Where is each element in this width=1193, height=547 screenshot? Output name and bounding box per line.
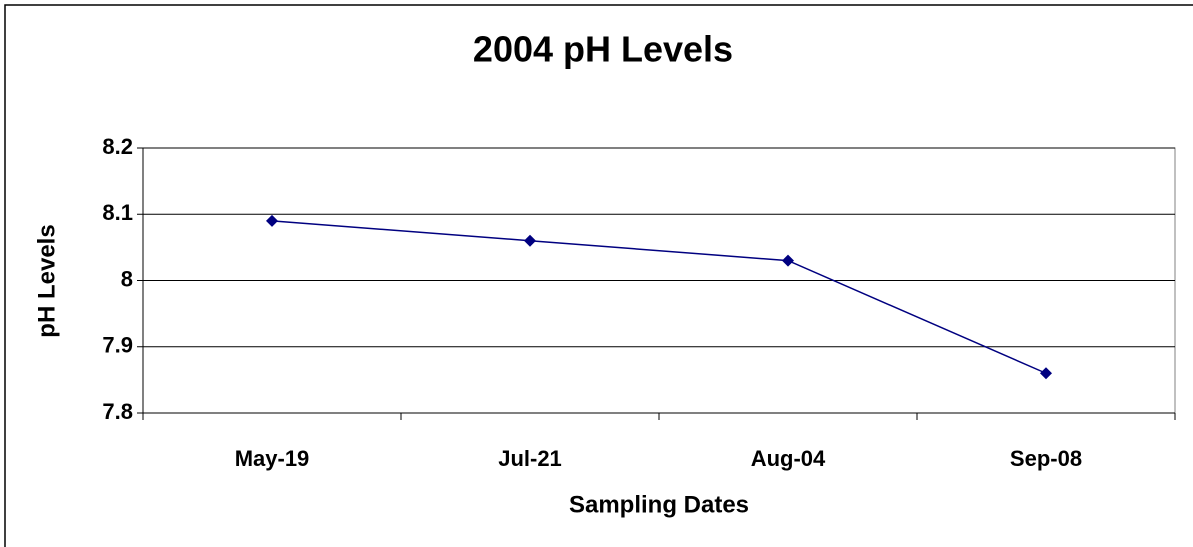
- x-tick-label: Sep-08: [1010, 446, 1082, 471]
- chart-title: 2004 pH Levels: [473, 29, 733, 70]
- y-tick-label: 7.9: [102, 333, 133, 358]
- y-tick-label: 8.1: [102, 200, 133, 225]
- y-tick-label: 8.2: [102, 134, 133, 159]
- data-point: [524, 234, 536, 247]
- y-tick-label: 8: [121, 266, 133, 291]
- x-tick-label: Aug-04: [751, 446, 826, 471]
- x-tick-label: Jul-21: [498, 446, 562, 471]
- y-tick-label: 7.8: [102, 399, 133, 424]
- data-point: [266, 214, 278, 227]
- y-axis-label: pH Levels: [33, 224, 60, 337]
- data-point: [1040, 367, 1052, 380]
- x-tick-label: May-19: [235, 446, 310, 471]
- x-axis-label: Sampling Dates: [569, 491, 749, 518]
- data-point: [782, 254, 794, 267]
- data-line: [271, 220, 1047, 374]
